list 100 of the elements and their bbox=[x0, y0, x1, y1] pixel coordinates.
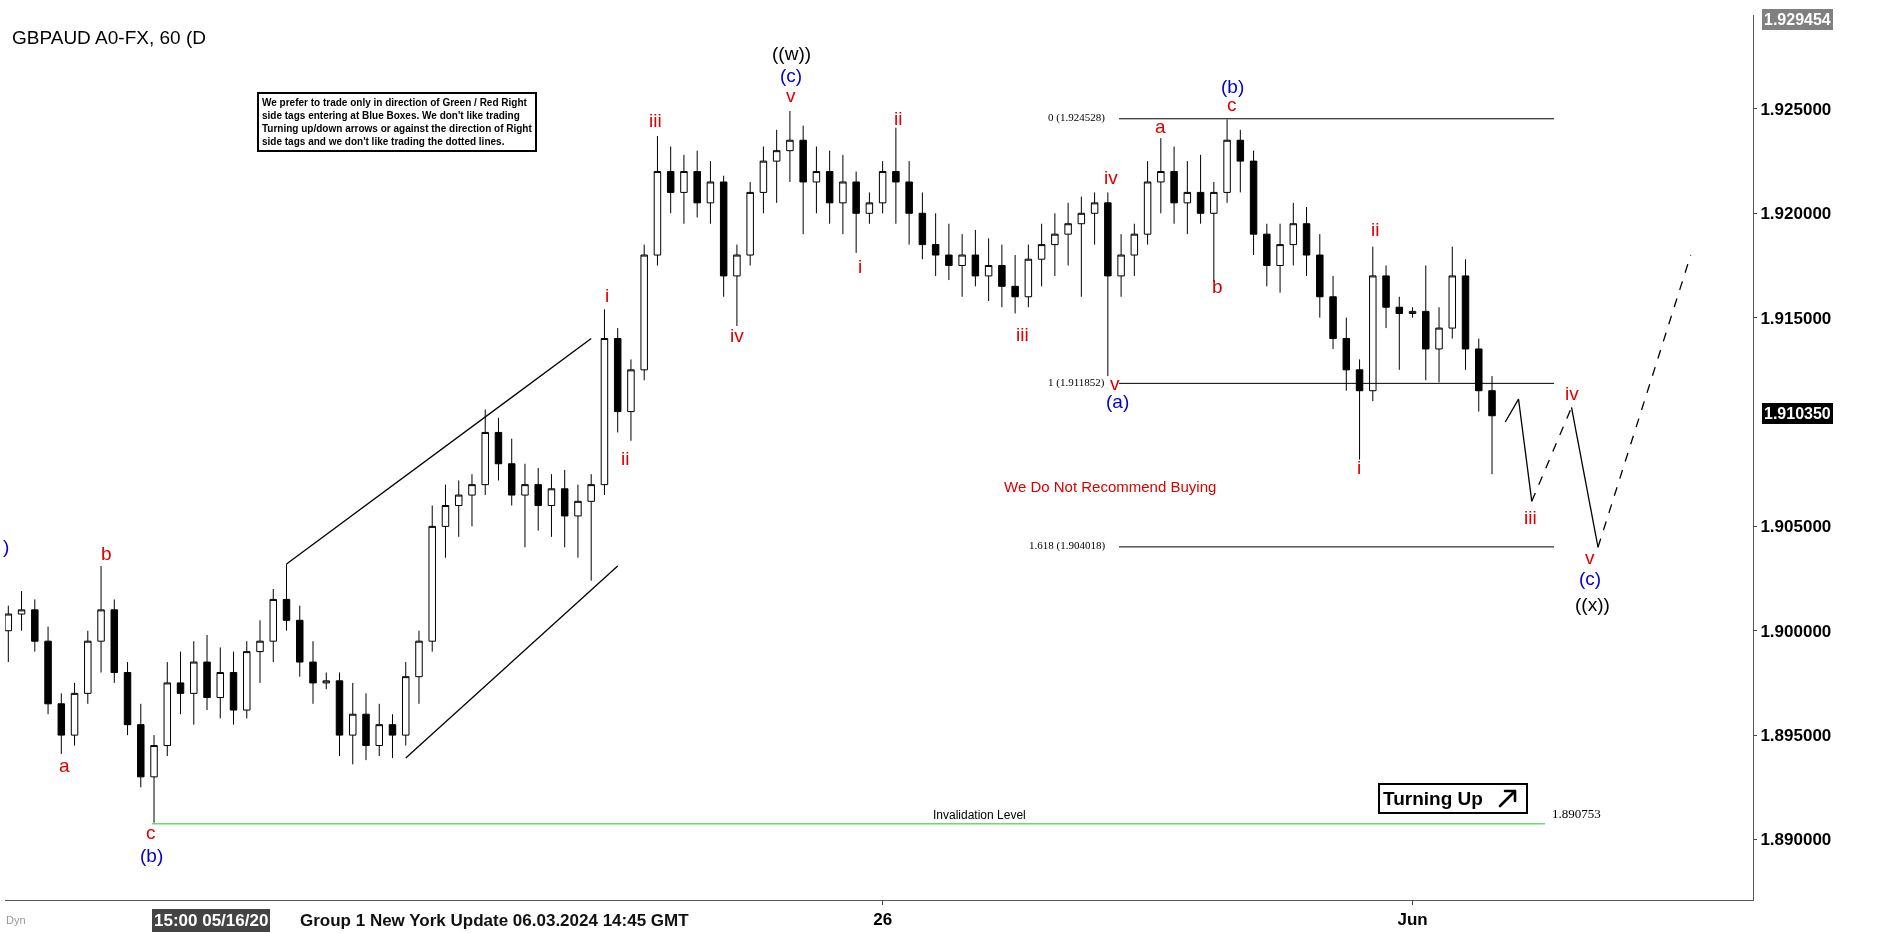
candlestick bbox=[971, 229, 980, 287]
candlestick bbox=[84, 630, 92, 705]
candlestick bbox=[494, 417, 503, 481]
candlestick bbox=[335, 671, 344, 757]
candlestick bbox=[1143, 160, 1152, 246]
candlestick bbox=[17, 590, 26, 632]
candlestick bbox=[521, 463, 529, 548]
annotation: iv bbox=[1104, 167, 1119, 188]
candlestick bbox=[918, 191, 927, 260]
annotation: (c) bbox=[1579, 568, 1602, 589]
candlestick bbox=[441, 484, 450, 559]
candlestick bbox=[349, 682, 357, 765]
candlestick bbox=[1011, 254, 1019, 314]
candlestick bbox=[309, 640, 317, 705]
candlestick bbox=[627, 358, 635, 442]
candlestick bbox=[1157, 137, 1165, 214]
candlestick bbox=[958, 233, 966, 298]
text: Dyn bbox=[6, 914, 26, 926]
candlestick bbox=[574, 484, 582, 559]
candlestick bbox=[587, 473, 595, 582]
candlestick bbox=[600, 308, 609, 496]
ref-line-label: 1 (1.911852) bbox=[1048, 376, 1105, 389]
annotation: i bbox=[605, 285, 610, 306]
candlestick bbox=[1090, 191, 1099, 246]
candlestick bbox=[388, 713, 397, 759]
candlestick bbox=[719, 175, 728, 298]
candlestick bbox=[772, 129, 781, 204]
candlestick bbox=[163, 661, 172, 757]
candlestick bbox=[1276, 223, 1284, 294]
candlestick bbox=[1130, 223, 1139, 277]
candlestick bbox=[428, 505, 436, 653]
candlestick bbox=[5, 605, 13, 663]
x-tick-label: Jun bbox=[1397, 910, 1428, 930]
candlestick bbox=[1170, 146, 1178, 225]
text: Group 1 New York Update 06.03.2024 14:45 GMT bbox=[300, 911, 690, 930]
candlestick bbox=[1395, 296, 1404, 371]
candlestick bbox=[1196, 154, 1205, 225]
candlestick bbox=[905, 160, 913, 246]
candlestick bbox=[1024, 244, 1033, 308]
candlestick bbox=[507, 438, 516, 507]
y-tick-label: 1.900000 bbox=[1760, 621, 1832, 641]
candlestick bbox=[269, 588, 278, 663]
candlestick bbox=[70, 682, 79, 747]
candlestick bbox=[229, 651, 238, 726]
text: 15:00 05/16/20 bbox=[154, 911, 269, 930]
candlestick bbox=[1329, 275, 1337, 350]
annotation: (b) bbox=[1221, 76, 1245, 97]
candlestick bbox=[137, 703, 145, 788]
annotation: v bbox=[1110, 373, 1120, 394]
text: GBPAUD A0-FX, 60 (D bbox=[12, 27, 206, 48]
candlestick bbox=[1051, 212, 1059, 277]
candlestick bbox=[190, 640, 198, 726]
text: 1.910350 bbox=[1764, 405, 1831, 422]
candlestick bbox=[852, 171, 860, 254]
annotation: ((x)) bbox=[1575, 594, 1610, 615]
candlestick bbox=[468, 473, 476, 527]
candlestick bbox=[1461, 258, 1470, 371]
annotation: v bbox=[786, 85, 796, 106]
text: 1.929454 bbox=[1764, 11, 1831, 28]
candlestick bbox=[878, 160, 887, 214]
y-tick-label: 1.925000 bbox=[1760, 99, 1832, 119]
candlestick bbox=[839, 154, 847, 235]
candlestick bbox=[1408, 306, 1417, 319]
ref-line-label: 0 (1.924528) bbox=[1048, 111, 1106, 124]
annotation: c bbox=[1227, 94, 1237, 115]
annotation: (c) bbox=[780, 65, 803, 86]
annotation: ii bbox=[621, 448, 630, 469]
candlestick bbox=[1302, 206, 1311, 277]
candlestick bbox=[799, 125, 807, 235]
annotation: a bbox=[59, 755, 70, 776]
annotation: Turning Up bbox=[1383, 788, 1483, 809]
candlestick bbox=[322, 671, 330, 690]
candlestick bbox=[31, 598, 39, 653]
y-tick-label: 1.920000 bbox=[1760, 204, 1832, 224]
candlestick bbox=[1382, 264, 1390, 329]
annotation: a bbox=[1155, 116, 1166, 137]
candlestick bbox=[547, 473, 556, 538]
candlestick bbox=[1236, 129, 1245, 193]
annotation: We Do Not Recommend Buying bbox=[1004, 478, 1217, 495]
candlestick bbox=[653, 135, 662, 266]
annotation: (a) bbox=[1106, 391, 1130, 412]
candlestick bbox=[706, 160, 715, 225]
candlestick bbox=[203, 634, 211, 711]
candlestick bbox=[825, 150, 834, 225]
candlestick bbox=[1104, 191, 1112, 377]
candlestick bbox=[786, 110, 794, 183]
candlestick bbox=[666, 146, 675, 214]
candlestick bbox=[1064, 202, 1072, 266]
candlestick bbox=[1249, 150, 1258, 256]
candlestick bbox=[57, 692, 66, 755]
annotation: iv bbox=[1565, 383, 1580, 404]
candlestick bbox=[693, 150, 701, 218]
candlestick bbox=[97, 565, 105, 673]
candlestick bbox=[892, 127, 900, 225]
candlestick bbox=[640, 244, 648, 381]
candlestick bbox=[984, 237, 993, 302]
annotation: ii bbox=[894, 108, 903, 129]
candlestick bbox=[1422, 264, 1430, 381]
candlestick bbox=[296, 605, 304, 678]
candlestick bbox=[931, 212, 940, 277]
